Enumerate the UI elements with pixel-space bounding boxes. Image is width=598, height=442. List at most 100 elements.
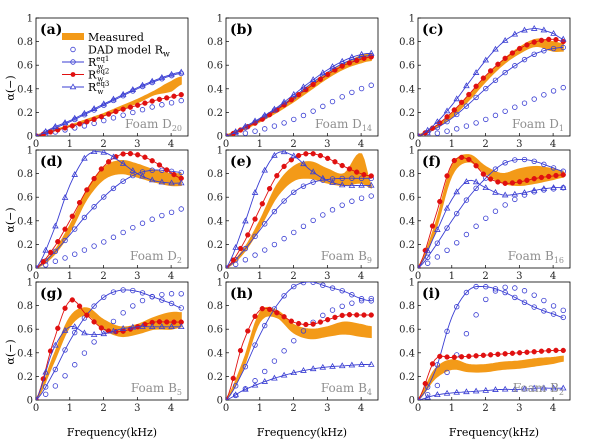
foam-label: Foam D2 [130,249,182,265]
series-dad-model-rw-marker [130,109,136,116]
y-tick-label: 0.2 [17,240,33,251]
series-rw-eq2-marker [451,107,457,113]
series-rw-eq3-marker [329,63,336,69]
series-rw-eq1-marker [72,329,78,336]
series-rw-eq2-marker [266,185,273,192]
series-dad-model-rw-marker [434,254,441,260]
series-rw-eq3-marker [482,386,490,393]
series-rw-eq1-marker [541,48,547,54]
series-rw-eq1-marker [320,282,326,288]
x-tick-label: 3 [134,139,140,150]
series-rw-eq2-marker [517,179,523,185]
y-tick-label: 0 [409,264,415,275]
series-rw-eq1-marker [424,384,431,390]
panel-d: 0 1 2 3 4 0 0.2 0.4 0.6 0.8 1 (d) Foam D2 [17,146,189,282]
series-dad-model-rw-marker [110,318,117,325]
series-rw-eq3-marker [226,264,229,268]
series-rw-eq1-marker [52,366,59,373]
series-rw-eq2-marker [171,171,177,178]
y-tick-label: 1 [217,146,223,157]
series-rw-eq2-marker [274,310,280,316]
series-rw-eq3-line [418,387,564,400]
series-rw-eq1-marker [521,56,528,63]
series-rw-eq1-marker [281,293,287,299]
series-dad-model-rw-marker [434,382,441,389]
x-tick-label: 1 [257,403,263,414]
series-dad-model-rw-marker [101,117,107,124]
series-rw-eq3-marker [492,188,499,195]
series-rw-eq1-marker [149,167,155,173]
x-tick-label: 0 [415,271,421,282]
series-rw-eq3-marker [418,132,421,136]
series-rw-eq2-marker [444,114,450,120]
legend-item: Measured [62,31,144,44]
series-dad-model-rw-marker [242,257,249,263]
y-tick-label: 0 [27,132,33,143]
series-dad-model-rw-marker [320,212,326,218]
series-rw-eq1-marker [512,157,518,163]
series-rw-eq3-marker [61,194,69,200]
series-dad-model-rw-marker [281,235,287,242]
series-rw-eq2-marker [444,173,450,179]
series-rw-eq2-marker [266,306,273,313]
series-rw-eq3-marker [521,189,528,195]
series-rw-eq3-marker [52,222,59,229]
series-rw-eq2-marker [142,154,148,160]
series-rw-eq2-marker [429,361,436,367]
series-rw-eq2-marker [98,166,105,172]
series-dad-model-rw-marker [159,212,165,219]
x-tick-label: 1 [67,271,73,282]
legend-label: DAD model Rw [88,44,170,59]
series-rw-eq2-marker [325,317,331,323]
series-rw-eq1-line [226,177,372,268]
series-rw-eq3-marker [530,186,538,193]
series-dad-model-rw-marker [512,104,518,110]
series-dad-model-rw-marker [101,239,107,245]
series-dad-model-rw-marker [91,339,97,345]
plot-area [36,68,185,136]
series-rw-eq2-marker [553,347,559,354]
y-tick-label: 0.2 [399,372,415,383]
y-tick-label: 0.4 [207,84,223,95]
series-rw-eq1-marker [149,293,155,300]
series-rw-eq3-marker [329,362,336,369]
series-rw-eq2-marker [149,319,155,326]
series-rw-eq3-marker [418,264,421,268]
series-rw-eq3-marker [71,171,79,177]
series-rw-eq2-marker [480,352,487,358]
series-rw-eq2-marker [245,328,251,334]
series-rw-eq2-marker [480,75,487,81]
series-dad-model-rw-marker [473,223,479,229]
series-rw-eq2-marker [502,55,508,61]
y-tick-label: 0.2 [207,240,223,251]
series-rw-eq1-marker [62,237,68,244]
series-rw-eq2-marker [451,157,457,164]
series-rw-eq1-marker [454,210,460,217]
series-rw-eq2-marker [149,98,155,104]
foam-label: Foam D1 [512,117,564,133]
series-rw-eq2-marker [55,239,61,245]
series-dad-model-rw-marker [368,193,374,199]
series-rw-eq2-marker [310,151,316,157]
series-rw-eq2-marker [487,352,494,358]
series-rw-eq1-marker [531,304,537,310]
series-rw-eq1-marker [358,296,365,302]
series-rw-eq1-marker [62,347,68,353]
series-rw-eq2-marker [76,199,83,206]
x-axis-label-col2: Frequency(kHz) [257,426,347,439]
series-rw-eq2-marker [546,173,552,180]
series-rw-eq3-marker [530,25,538,31]
series-rw-eq2-marker [560,347,566,354]
foam-label: Foam B4 [321,381,372,397]
series-dad-model-rw-marker [252,128,258,134]
series-rw-eq2-marker [120,151,126,157]
series-rw-eq2-marker [429,223,436,229]
series-rw-eq1-marker [339,175,345,182]
y-tick-label: 0.6 [399,325,415,336]
series-dad-model-rw-marker [110,115,117,121]
plot-area [226,150,375,268]
series-dad-model-rw-marker [444,128,450,134]
series-dad-model-rw-marker [463,123,470,129]
y-tick-label: 0.2 [207,108,223,119]
series-rw-eq1-marker [473,283,479,290]
